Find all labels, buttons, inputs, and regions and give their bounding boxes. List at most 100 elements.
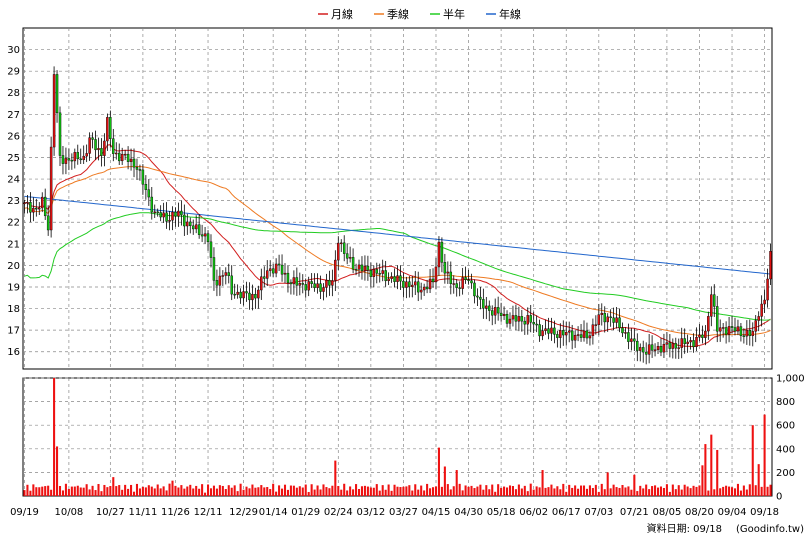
candle <box>482 288 485 319</box>
candle <box>286 265 290 293</box>
candle <box>686 334 689 353</box>
volume-bar <box>659 486 663 496</box>
volume-plot-area <box>22 377 773 497</box>
volume-bar <box>201 484 204 496</box>
candle <box>458 281 461 297</box>
candle <box>748 319 752 346</box>
candle <box>26 194 29 214</box>
source-label: 資料日期: 09/18 <box>647 522 722 535</box>
volume-bar <box>138 488 141 496</box>
candle <box>126 146 130 170</box>
volume-bar <box>162 486 165 496</box>
volume-bar <box>195 485 198 496</box>
x-tick-label: 03/12 <box>356 507 385 518</box>
candle <box>280 254 284 282</box>
x-tick-label: 09/18 <box>750 507 779 518</box>
volume-bar <box>233 485 236 496</box>
candle <box>141 164 145 195</box>
candle <box>579 324 583 342</box>
volume-bar <box>585 488 589 496</box>
candle <box>414 271 417 296</box>
candle <box>715 295 719 343</box>
candle <box>505 310 509 328</box>
volume-bar <box>304 484 307 496</box>
candle <box>431 268 435 288</box>
candle <box>402 272 405 298</box>
volume-bar <box>733 488 737 496</box>
volume-bar <box>636 491 639 496</box>
price-tick-label: 26 <box>7 131 20 142</box>
volume-bar <box>35 487 38 496</box>
candle <box>378 263 381 283</box>
candle <box>653 343 657 357</box>
candle <box>271 263 275 278</box>
volume-bar <box>76 485 79 496</box>
candle <box>485 296 488 320</box>
volume-bar <box>204 492 207 496</box>
volume-bar <box>124 484 127 496</box>
volume-bar <box>254 487 257 496</box>
candle <box>144 175 148 200</box>
volume-bar <box>150 486 153 496</box>
volume-bar <box>103 484 106 496</box>
volume-bar <box>307 491 310 496</box>
candle <box>88 132 91 161</box>
volume-bar <box>529 483 532 496</box>
x-tick-label: 10/08 <box>54 507 83 518</box>
volume-bar <box>577 488 580 496</box>
volume-bar <box>488 489 491 496</box>
candle <box>348 246 352 263</box>
volume-bar <box>316 485 319 496</box>
volume-bar <box>378 490 381 496</box>
candle <box>641 340 645 363</box>
volume-bar <box>97 484 100 496</box>
candle <box>680 327 683 359</box>
volume-bar <box>642 488 645 496</box>
volume-bar <box>135 483 139 496</box>
volume-bar <box>115 486 118 496</box>
volume-bar <box>180 485 183 496</box>
volume-bar <box>272 483 275 496</box>
volume-bar <box>547 487 550 496</box>
volume-bar <box>29 490 32 496</box>
volume-bar <box>44 486 47 496</box>
candle <box>704 325 707 346</box>
candle <box>117 143 121 166</box>
candle <box>390 272 393 283</box>
x-tick-label: 06/17 <box>552 507 581 518</box>
volume-bar <box>322 484 325 496</box>
candle <box>488 300 491 322</box>
candle <box>600 303 604 326</box>
volume-bar <box>556 486 559 496</box>
candle <box>470 273 473 289</box>
volume-bar <box>147 485 150 496</box>
volume-bar <box>61 490 65 496</box>
candle <box>644 342 648 365</box>
legend-item-0: 月線 <box>318 7 353 21</box>
volume-bar <box>742 485 745 496</box>
candle <box>289 279 293 295</box>
volume-bar <box>630 489 633 496</box>
candle <box>757 311 760 332</box>
candle <box>129 148 133 171</box>
volume-bar <box>698 485 701 496</box>
candle <box>70 153 74 170</box>
candle <box>730 315 734 334</box>
x-tick-label: 05/18 <box>487 507 516 518</box>
candle <box>689 336 692 350</box>
candle <box>215 269 219 297</box>
volume-bar <box>689 488 692 496</box>
price-tick-label: 19 <box>7 282 20 293</box>
volume-bar <box>384 489 387 496</box>
volume-bar <box>571 487 574 496</box>
volume-bar <box>56 446 59 496</box>
volume-bar <box>757 464 760 496</box>
volume-bar <box>716 449 719 496</box>
volume-bar <box>38 487 41 496</box>
volume-bar <box>500 487 503 496</box>
candle <box>511 305 515 327</box>
candle <box>751 322 754 347</box>
volume-bar <box>707 490 710 496</box>
candle <box>342 235 346 262</box>
candle <box>612 307 615 331</box>
